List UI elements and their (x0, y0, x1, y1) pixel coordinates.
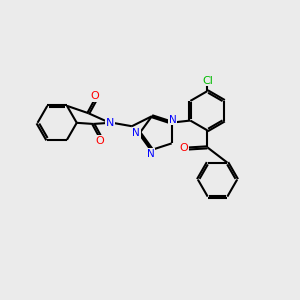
Text: O: O (91, 91, 100, 101)
Text: O: O (179, 143, 188, 154)
Text: N: N (169, 115, 177, 125)
Text: O: O (96, 136, 104, 146)
Text: N: N (132, 128, 140, 138)
Text: N: N (106, 118, 114, 128)
Text: Cl: Cl (202, 76, 213, 86)
Text: N: N (147, 149, 154, 159)
